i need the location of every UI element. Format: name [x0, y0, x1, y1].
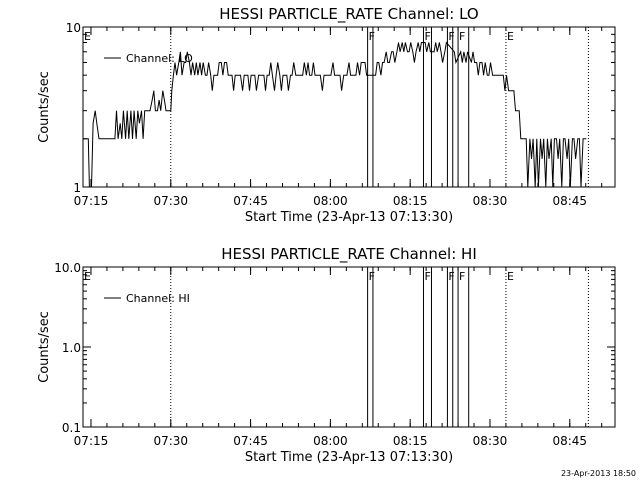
footer-timestamp: 23-Apr-2013 18:50	[561, 469, 636, 478]
x-tick-label: 08:15	[393, 434, 428, 448]
legend-entry: Channel: LO	[126, 52, 193, 65]
event-marker-label: F	[459, 270, 465, 283]
x-tick-label: 07:30	[153, 194, 188, 208]
plot-frame	[82, 266, 616, 428]
y-tick-label: 10	[66, 21, 81, 35]
chart-title: HESSI PARTICLE_RATE Channel: HI	[221, 245, 477, 264]
panel-lo: HESSI PARTICLE_RATE Channel: LO Counts/se…	[37, 5, 616, 225]
event-marker-label: F	[424, 270, 430, 283]
y-axis-label: Counts/sec	[37, 71, 52, 143]
x-tick-label: 08:30	[473, 194, 508, 208]
x-tick-label: 08:00	[313, 434, 348, 448]
event-marker-label: F	[424, 30, 430, 43]
x-tick-label: 08:45	[552, 194, 587, 208]
y-tick-label: 1	[73, 181, 81, 195]
event-marker-label: F	[459, 30, 465, 43]
x-tick-label: 07:45	[233, 194, 268, 208]
y-tick-label: 1.0	[62, 341, 81, 355]
x-tick-label: 08:45	[552, 434, 587, 448]
event-marker-label: E	[84, 270, 91, 283]
x-tick-label: 08:30	[473, 434, 508, 448]
plot-frame	[82, 26, 616, 188]
x-tick-label: 08:00	[313, 194, 348, 208]
event-marker-label: F	[369, 30, 375, 43]
x-tick-label: 08:15	[393, 194, 428, 208]
y-axis-label: Counts/sec	[37, 311, 52, 383]
y-tick-label: 0.1	[62, 421, 81, 435]
event-marker-label: E	[84, 30, 91, 43]
event-marker-label: F	[448, 30, 454, 43]
event-marker-label: F	[369, 270, 375, 283]
legend-entry: Channel: HI	[126, 292, 190, 305]
x-tick-label: 07:45	[233, 434, 268, 448]
x-tick-label: 07:15	[74, 194, 109, 208]
x-axis-label: Start Time (23-Apr-13 07:13:30)	[245, 450, 453, 465]
event-marker-label: F	[448, 270, 454, 283]
chart-title: HESSI PARTICLE_RATE Channel: LO	[219, 5, 478, 24]
panel-hi: HESSI PARTICLE_RATE Channel: HI Counts/se…	[37, 245, 616, 465]
y-tick-label: 10.0	[54, 261, 81, 275]
series-line	[83, 41, 587, 188]
x-axis-label: Start Time (23-Apr-13 07:13:30)	[245, 210, 453, 225]
x-tick-label: 07:15	[74, 434, 109, 448]
x-tick-label: 07:30	[153, 434, 188, 448]
event-marker-label: E	[507, 270, 514, 283]
event-marker-label: E	[507, 30, 514, 43]
